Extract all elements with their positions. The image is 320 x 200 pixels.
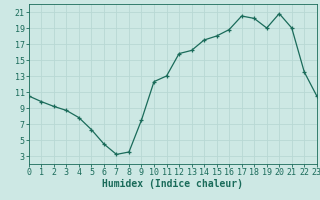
X-axis label: Humidex (Indice chaleur): Humidex (Indice chaleur) xyxy=(102,179,243,189)
